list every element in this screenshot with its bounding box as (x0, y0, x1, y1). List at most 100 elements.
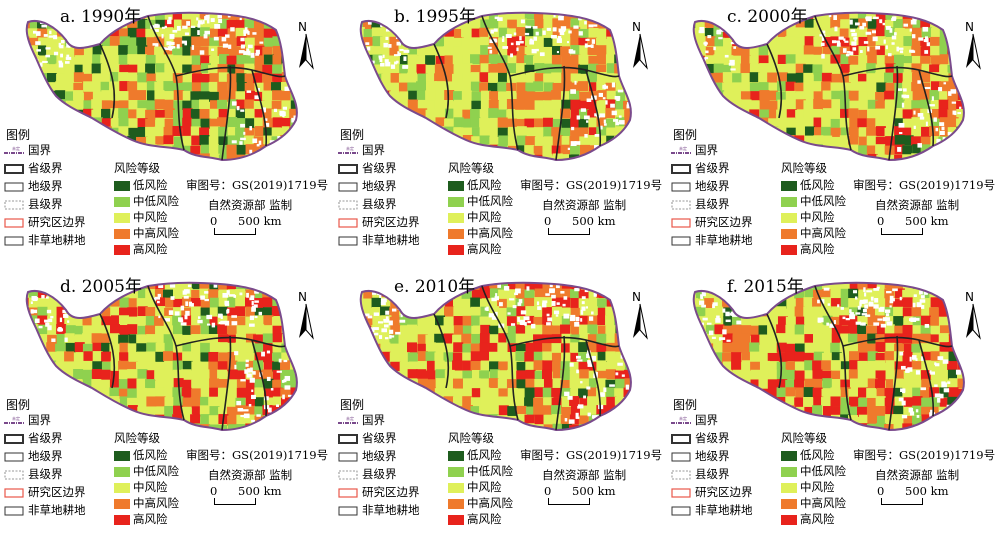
risk-cell (154, 369, 165, 380)
risk-cell (172, 334, 183, 345)
risk-cell (867, 19, 878, 30)
risk-cell (767, 63, 778, 74)
risk-cell (812, 297, 823, 308)
non-grass-cropland-patch (905, 370, 908, 373)
legend-title: 图例 (6, 128, 31, 142)
risk-cell (615, 288, 626, 299)
non-grass-cropland-patch (251, 389, 254, 393)
risk-cell (209, 73, 220, 84)
risk-swatch (114, 451, 130, 461)
non-grass-cropland-patch (828, 14, 832, 18)
risk-cell (633, 100, 643, 110)
non-grass-cropland-patch (158, 315, 161, 319)
risk-cell (371, 282, 382, 290)
risk-cell (930, 316, 941, 327)
non-grass-cropland-patch (62, 309, 68, 314)
risk-cell (894, 37, 905, 48)
risk-cell (480, 360, 491, 371)
risk-cell (372, 315, 383, 326)
risk-cell (390, 298, 401, 309)
risk-cell (785, 396, 796, 407)
risk-cell (26, 369, 30, 380)
risk-cell (470, 306, 481, 317)
risk-cell (253, 144, 264, 155)
risk-cell (56, 306, 67, 317)
risk-cell (542, 108, 553, 119)
non-grass-cropland-patch (704, 56, 709, 60)
risk-cell (208, 144, 219, 155)
risk-cell (272, 288, 283, 299)
non-grass-cropland-patch (243, 51, 250, 55)
non-grass-cropland-patch (531, 48, 537, 54)
risk-cell (75, 163, 85, 173)
risk-cell (226, 55, 237, 66)
risk-cell (570, 388, 581, 399)
risk-cell (163, 144, 174, 155)
risk-cell (957, 12, 964, 21)
risk-cell (930, 55, 941, 66)
risk-cell (948, 415, 959, 426)
risk-cell (849, 378, 860, 389)
non-grass-cropland-patch (533, 36, 538, 41)
risk-cell (497, 378, 508, 389)
risk-cell (633, 351, 643, 361)
risk-cell (181, 315, 192, 326)
risk-cell (795, 297, 806, 308)
north-arrow: N (628, 290, 652, 342)
risk-cell (542, 405, 553, 416)
risk-cell (507, 289, 518, 300)
risk-cell (101, 351, 112, 362)
risk-cell (867, 343, 878, 354)
risk-cell (452, 352, 463, 363)
risk-cell (92, 325, 103, 336)
risk-cell (200, 55, 211, 66)
scale-line (548, 228, 590, 235)
unassigned-text: 未定 (346, 416, 354, 421)
risk-cell (390, 73, 401, 84)
risk-cell (569, 414, 580, 425)
risk-cell (208, 351, 219, 362)
risk-cell (750, 91, 761, 102)
risk-cell (101, 307, 112, 318)
risk-cell (82, 378, 93, 389)
risk-cell (163, 126, 174, 137)
risk-cell (83, 306, 94, 317)
non-grass-cropland-patch (211, 48, 215, 51)
risk-cell (226, 406, 237, 417)
risk-cell (136, 387, 147, 398)
prefecture-boundary-symbol (4, 452, 24, 462)
risk-cell (173, 282, 184, 291)
risk-cell (580, 162, 590, 172)
risk-cell (597, 397, 608, 408)
risk-cell (227, 415, 238, 426)
risk-cell (542, 46, 553, 57)
risk-cell (812, 360, 823, 371)
risk-cell (300, 162, 310, 172)
non-grass-cropland-patch (920, 296, 923, 299)
risk-cell (867, 28, 878, 39)
risk-cell (588, 153, 599, 160)
risk-cell (777, 99, 788, 110)
non-grass-cropland-patch (497, 17, 503, 22)
risk-cell (245, 297, 256, 308)
non-grass-cropland-patch (536, 48, 539, 52)
risk-cell (235, 352, 246, 363)
risk-cell (263, 28, 274, 39)
non-grass-cropland-patch (262, 107, 267, 113)
risk-cell (876, 19, 887, 30)
risk-cell (281, 352, 292, 363)
non-grass-cropland-patch (870, 296, 874, 301)
risk-cell (498, 388, 509, 399)
risk-cell (578, 37, 589, 48)
risk-cell (497, 127, 508, 138)
non-grass-cropland-patch (36, 49, 41, 52)
risk-cell (579, 45, 590, 56)
risk-cell (182, 397, 193, 408)
risk-cell (506, 28, 517, 39)
non-grass-cropland-patch (896, 46, 900, 52)
risk-cell (732, 397, 743, 408)
risk-mid-high: 中高风险 (781, 495, 846, 511)
risk-cell (371, 360, 382, 371)
national-border-symbol: 未定 (671, 416, 691, 424)
non-grass-cropland-patch (378, 55, 382, 58)
